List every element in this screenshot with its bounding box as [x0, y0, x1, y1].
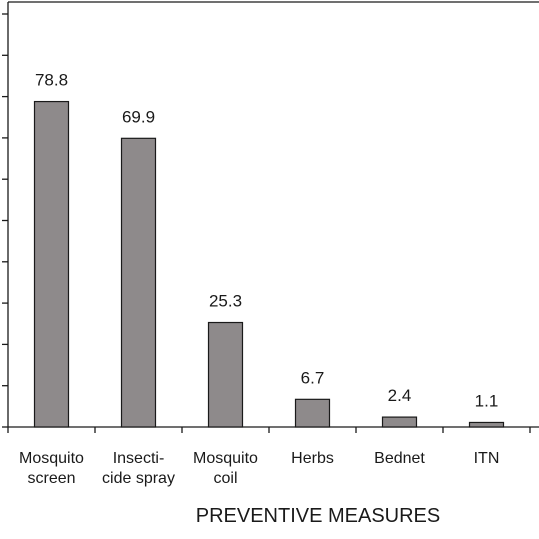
x-tick-label: Herbs — [291, 450, 334, 467]
data-label: 1.1 — [475, 391, 499, 410]
data-label: 2.4 — [388, 386, 412, 405]
data-labels: 78.8 69.9 25.3 6.7 2.4 1.1 — [35, 71, 498, 411]
x-tick-label: Insecti-cide spray — [102, 450, 175, 487]
x-tick-label: Bednet — [374, 450, 425, 467]
data-label: 69.9 — [122, 107, 155, 126]
bar-series — [33, 100, 505, 428]
data-label: 78.8 — [35, 71, 68, 90]
bar — [294, 398, 331, 428]
x-tick-label: Mosquito coil — [193, 450, 258, 487]
x-axis-title: PREVENTIVE MEASURES — [196, 505, 441, 527]
bar — [468, 421, 505, 428]
bar — [207, 321, 244, 428]
chart-frame — [2, 1, 539, 433]
bar — [120, 137, 157, 428]
data-label: 6.7 — [301, 368, 325, 387]
data-label: 25.3 — [209, 292, 242, 311]
x-tick-label: Mosquito screen — [19, 450, 84, 487]
x-tick-labels: Mosquito screen Insecti-cide spray Mosquito… — [19, 450, 500, 487]
bar — [33, 100, 70, 428]
x-tick-label: ITN — [474, 450, 500, 467]
bar — [381, 416, 418, 428]
